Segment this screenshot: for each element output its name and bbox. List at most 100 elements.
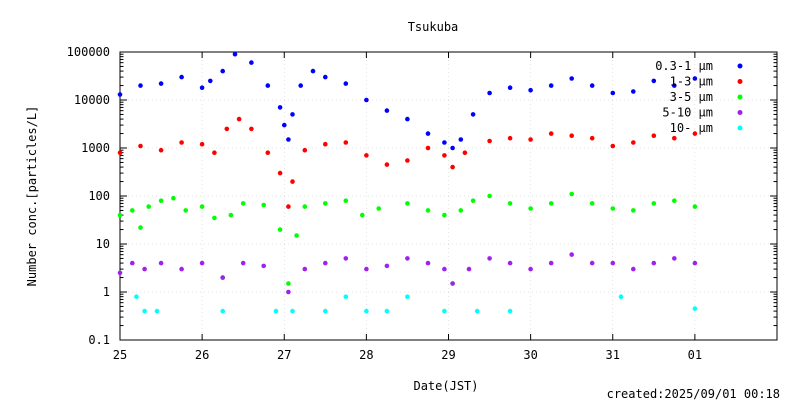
data-point-series-2 [212,215,217,221]
data-point-series-0 [290,112,295,117]
data-point-series-2 [228,212,234,218]
data-point-series-3 [286,289,291,295]
chart-title: Tsukuba [408,20,459,34]
data-point-series-4 [220,308,225,314]
x-tick-label: 28 [359,348,373,362]
data-point-series-4 [142,308,147,314]
data-point-series-2 [528,206,533,211]
data-point-series-3 [384,263,390,269]
data-point-series-0 [199,85,205,90]
created-timestamp: created:2025/09/01 00:18 [607,387,780,400]
data-point-series-2 [302,204,308,209]
data-point-series-2 [442,212,447,218]
data-point-series-2 [458,208,464,213]
legend-label: 3-5 μm [670,90,713,104]
x-tick-label: 25 [113,348,127,362]
data-point-series-2 [130,208,135,213]
data-point-series-3 [466,266,472,272]
data-point-series-2 [158,198,164,203]
data-point-series-2 [286,281,291,286]
data-point-series-1 [462,150,468,155]
data-point-series-2 [138,225,143,230]
data-point-series-4 [507,308,513,314]
y-tick-label: 10000 [74,93,110,107]
x-tick-label: 01 [688,348,702,362]
data-point-series-3 [425,260,431,266]
data-point-series-0 [265,83,271,88]
data-point-series-3 [117,270,123,276]
data-point-series-1 [442,153,447,158]
data-point-series-0 [158,81,164,86]
data-point-series-3 [507,260,513,266]
data-point-series-1 [277,170,283,176]
data-point-series-2 [507,201,513,206]
data-point-series-1 [507,135,513,141]
data-point-series-3 [142,266,147,272]
data-point-series-3 [405,256,410,261]
data-point-series-0 [364,97,369,103]
data-point-series-1 [138,143,143,149]
data-point-series-1 [323,141,328,147]
data-point-series-0 [569,76,574,81]
data-point-series-2 [171,195,176,201]
data-point-series-1 [364,153,369,158]
data-point-series-1 [651,133,657,138]
data-point-series-4 [692,306,698,311]
data-point-series-1 [343,140,349,145]
data-point-series-0 [343,81,349,86]
data-point-series-1 [589,135,595,141]
data-point-series-4 [474,308,480,314]
data-point-series-2 [425,208,431,213]
data-point-series-2 [360,212,365,218]
data-point-series-2 [470,198,476,203]
data-point-series-0 [470,112,476,117]
data-point-series-3 [450,281,455,286]
legend-marker [737,125,743,131]
data-point-series-1 [249,126,254,132]
data-point-series-3 [240,260,246,266]
x-axis-ticks: 25 26 27 28 29 30 31 01 [113,52,702,362]
data-point-series-3 [548,260,554,266]
data-point-series-0 [487,90,492,96]
data-point-series-4 [364,308,369,314]
data-point-series-3 [130,260,135,266]
data-point-series-3 [569,252,574,257]
y-axis-ticks: 0.1 1 10 100 1000 10000 100000 [67,45,777,347]
data-point-series-3 [589,260,595,266]
data-point-series-4 [343,294,349,300]
data-point-series-0 [277,105,283,110]
data-point-series-1 [236,116,242,122]
data-point-series-2 [692,204,698,209]
legend-label: 10- μm [670,121,713,135]
data-point-series-0 [179,74,184,80]
data-point-series-0 [507,85,513,90]
data-points [117,51,698,314]
data-point-series-4 [323,308,328,314]
y-tick-label: 0.1 [88,333,110,347]
data-point-series-0 [442,140,447,145]
data-point-series-0 [672,83,677,88]
data-point-series-1 [224,126,230,132]
data-point-series-2 [323,201,328,206]
data-point-series-0 [425,131,431,136]
data-point-series-4 [442,308,447,314]
data-point-series-0 [310,68,316,74]
data-point-series-2 [589,201,595,206]
data-point-series-0 [405,116,410,122]
data-point-series-0 [208,78,213,84]
data-point-series-3 [528,266,533,272]
data-point-series-2 [277,227,283,232]
data-point-series-0 [298,83,304,88]
data-point-series-0 [528,87,533,93]
y-tick-label: 100 [88,189,110,203]
data-point-series-1 [302,147,308,153]
data-point-series-3 [651,260,657,266]
legend-marker [737,94,743,100]
data-point-series-0 [458,137,464,142]
data-point-series-4 [154,308,160,314]
data-point-series-0 [384,108,390,113]
data-point-series-2 [343,198,349,203]
data-point-series-4 [405,294,410,300]
data-point-series-4 [273,308,279,314]
data-point-series-1 [569,133,574,138]
